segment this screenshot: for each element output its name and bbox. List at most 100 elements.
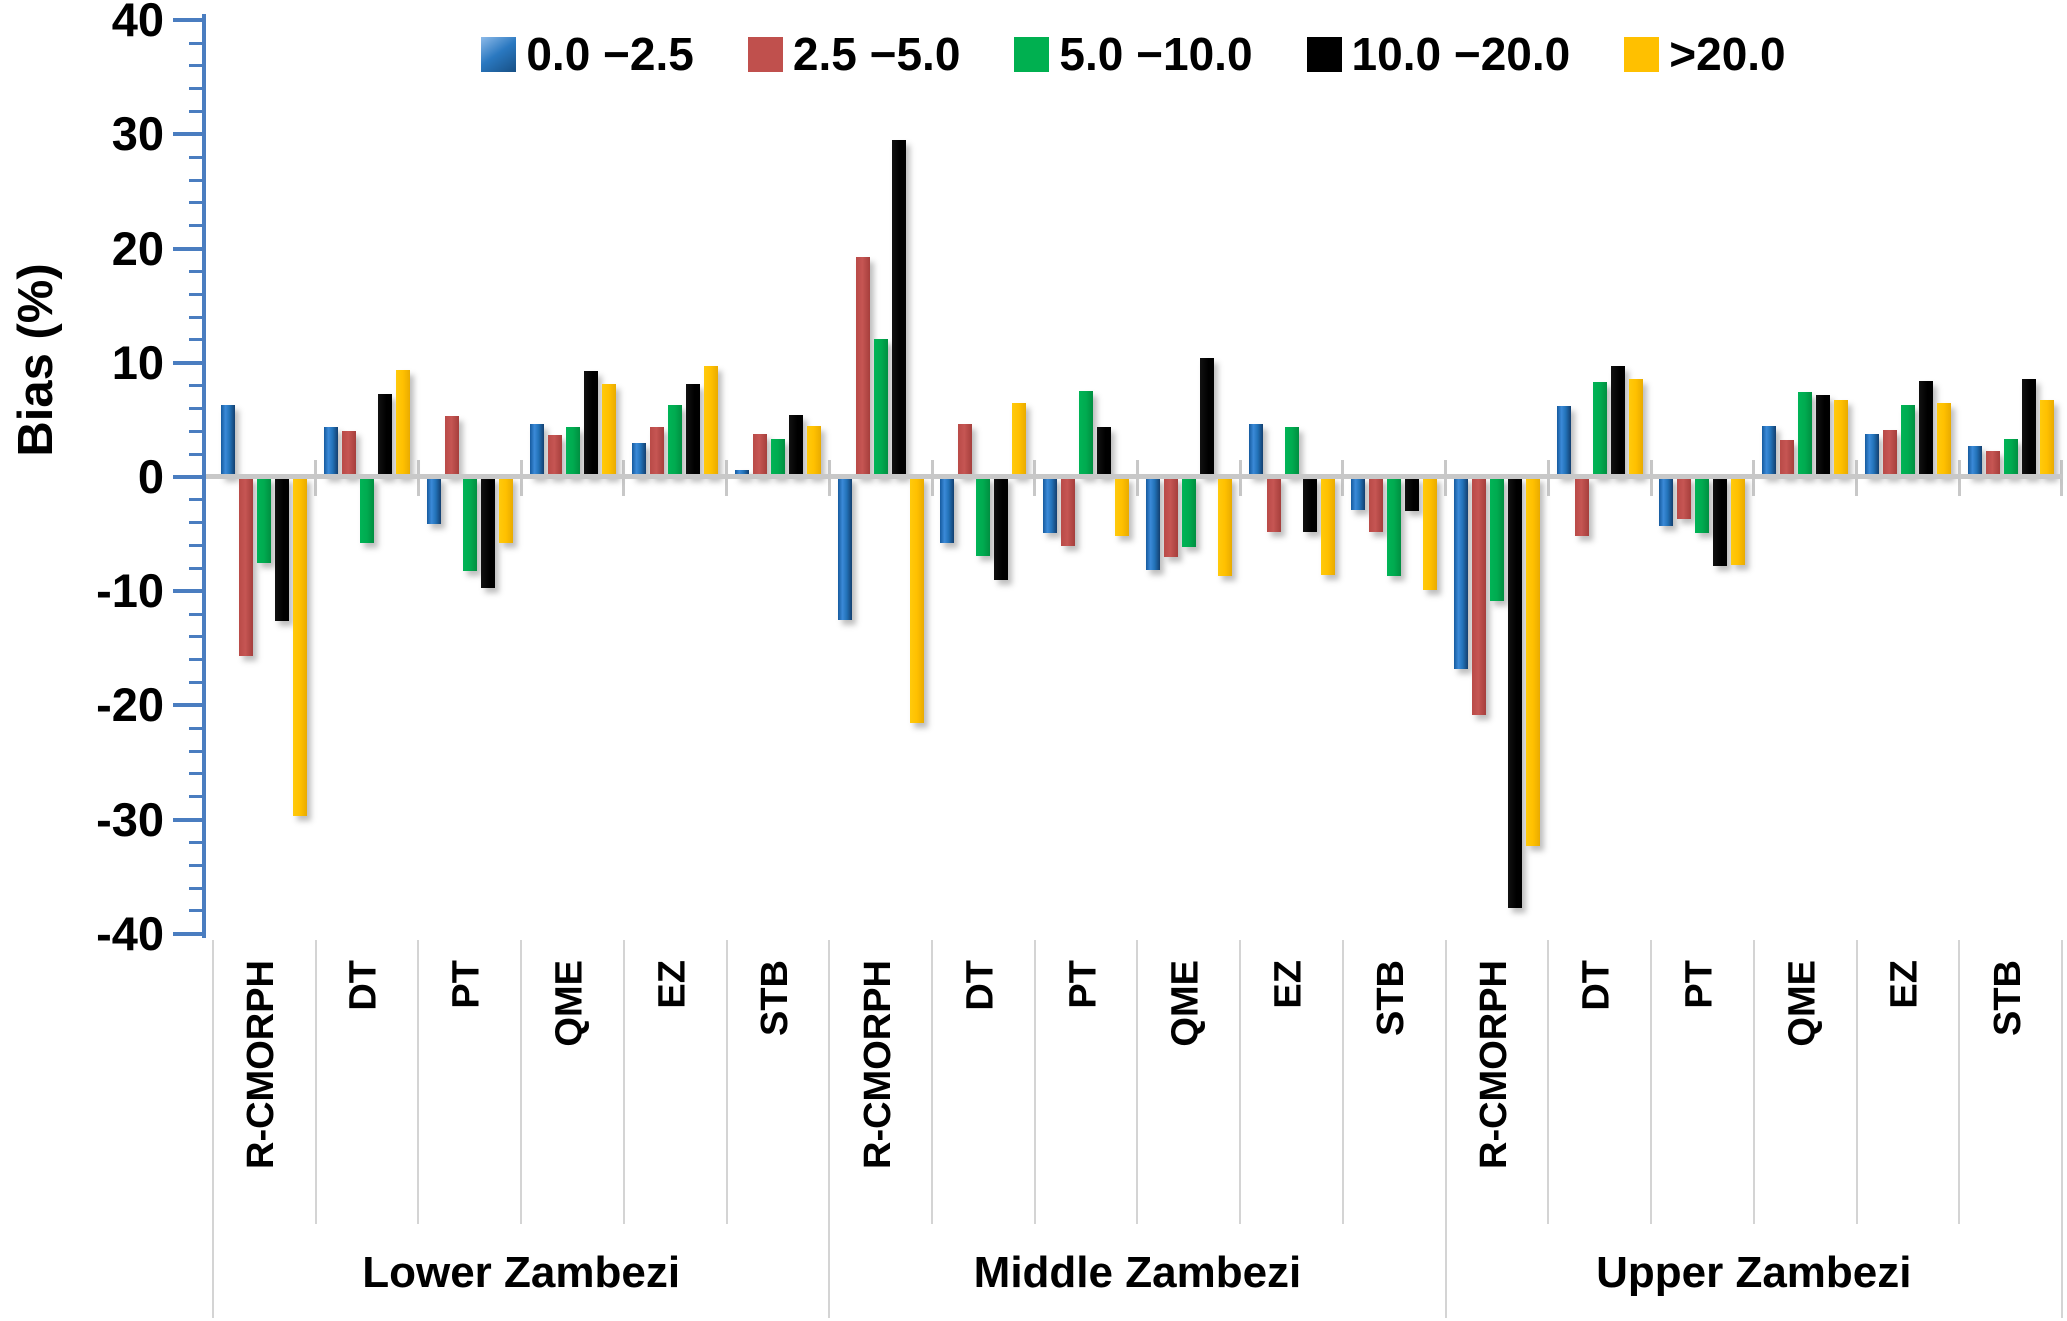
y-major-tick (173, 817, 202, 822)
y-major-tick (173, 246, 202, 251)
y-tick-label: -20 (96, 678, 164, 732)
bar (1181, 477, 1196, 547)
category-label: QME (1164, 960, 1207, 1047)
y-minor-tick (189, 315, 202, 319)
category-label: R-CMORPH (1473, 960, 1515, 1169)
y-minor-tick (189, 201, 202, 205)
bar (855, 256, 870, 477)
category-label: EZ (651, 960, 694, 1009)
bar (806, 425, 821, 477)
bar (601, 384, 616, 477)
category-label: PT (445, 960, 488, 1009)
y-minor-tick (189, 612, 202, 616)
y-minor-tick (189, 155, 202, 159)
bar (734, 470, 749, 477)
bar (1115, 477, 1130, 537)
bar (1918, 381, 1933, 477)
bar (1145, 477, 1160, 570)
y-tick-label: -40 (96, 906, 164, 960)
y-tick-label: 10 (111, 335, 164, 389)
bar (1900, 405, 1915, 477)
y-minor-tick (189, 772, 202, 776)
category-divider (1341, 940, 1344, 1224)
bar (360, 477, 375, 544)
bar (1762, 425, 1777, 477)
y-minor-tick (189, 224, 202, 228)
category-label: EZ (1883, 960, 1926, 1009)
bar (1967, 446, 1982, 477)
y-minor-tick (189, 110, 202, 114)
bar (1489, 477, 1504, 602)
bar (1628, 378, 1643, 477)
chart-legend: 0.0 −2.5 2.5 −5.0 5.0 −10.0 10.0 −20.0 >20.0 (205, 26, 2062, 82)
bar (1043, 477, 1058, 533)
y-minor-tick (189, 749, 202, 753)
legend-label: 0.0 −2.5 (526, 28, 694, 80)
bar (1780, 440, 1795, 477)
category-label: DT (343, 960, 386, 1011)
bar (378, 393, 393, 477)
legend-swatch-1 (481, 36, 517, 72)
bar (788, 415, 803, 477)
legend-label: 2.5 −5.0 (792, 28, 961, 80)
bar (1834, 400, 1849, 477)
category-divider (1547, 940, 1550, 1224)
bar (1985, 450, 2000, 477)
legend-item: 10.0 −20.0 (1306, 31, 1570, 77)
y-minor-tick (189, 726, 202, 730)
category-divider (1239, 940, 1242, 1224)
bar (1936, 402, 1951, 477)
bar (940, 477, 955, 544)
bar (1659, 477, 1674, 527)
y-minor-tick (189, 41, 202, 45)
y-minor-tick (189, 635, 202, 639)
y-major-tick (173, 589, 202, 594)
bar (1217, 477, 1232, 577)
legend-item: 5.0 −10.0 (1014, 28, 1253, 80)
bar (976, 477, 991, 556)
y-major-tick (173, 703, 202, 708)
group-divider (2060, 940, 2063, 1318)
bar (1369, 477, 1384, 532)
category-divider (931, 940, 934, 1224)
y-minor-tick (189, 406, 202, 410)
bar (1695, 477, 1710, 533)
category-divider (725, 940, 728, 1224)
bar (275, 477, 290, 621)
category-label: DT (959, 960, 1002, 1011)
bar (293, 477, 308, 817)
bar (565, 426, 580, 477)
legend-swatch-4 (1306, 36, 1342, 72)
bar (1012, 402, 1027, 477)
y-minor-tick (189, 658, 202, 662)
bar (257, 477, 272, 563)
y-minor-tick (189, 863, 202, 867)
bar (1061, 477, 1076, 546)
legend-label: 5.0 −10.0 (1059, 28, 1253, 80)
bar (498, 477, 513, 544)
category-label: R-CMORPH (856, 960, 899, 1169)
category-divider (1958, 940, 1961, 1224)
bar (1816, 394, 1831, 477)
category-label: R-CMORPH (240, 960, 283, 1169)
bar (909, 477, 924, 723)
bar (1592, 382, 1607, 477)
category-divider (520, 940, 523, 1224)
bar (1320, 477, 1335, 576)
category-divider (1136, 940, 1139, 1224)
category-divider (1650, 940, 1653, 1224)
category-label: EZ (1267, 960, 1310, 1009)
bar (1731, 477, 1746, 565)
bar (529, 424, 544, 477)
bar (668, 405, 683, 477)
y-tick-label: 30 (111, 107, 164, 161)
bar (239, 477, 254, 657)
category-label: QME (1781, 960, 1824, 1047)
bar (462, 477, 477, 571)
y-major-tick (173, 18, 202, 23)
y-minor-tick (189, 521, 202, 525)
bar (1525, 477, 1540, 846)
bar (770, 439, 785, 477)
bar (1266, 477, 1281, 532)
bar (221, 405, 236, 477)
